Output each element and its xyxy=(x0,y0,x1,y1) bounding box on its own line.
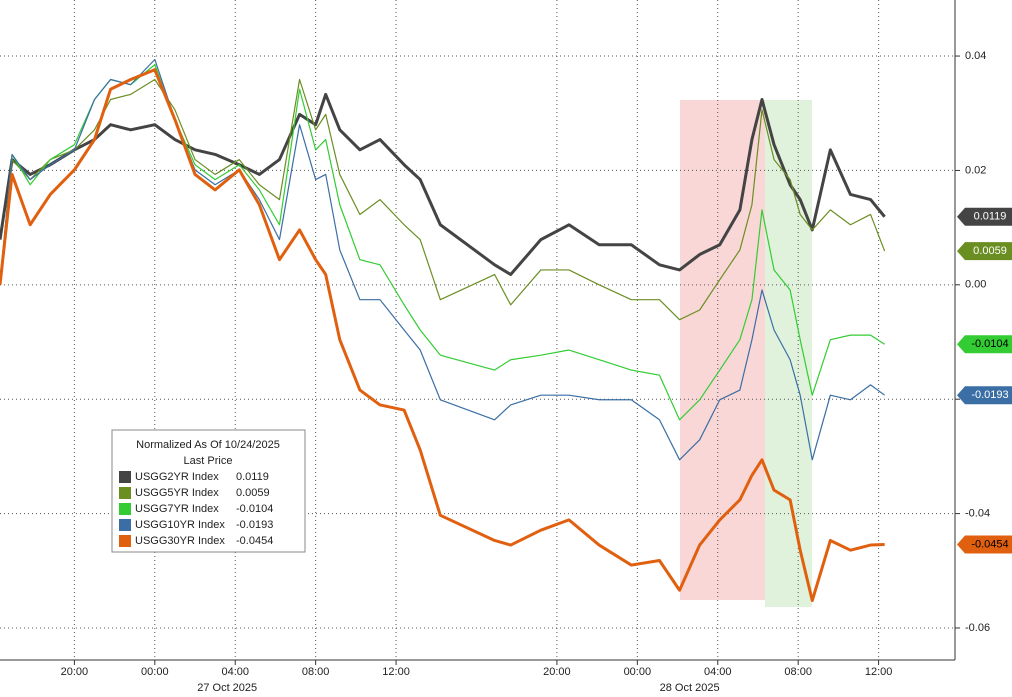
x-tick-label: 04:00 xyxy=(221,666,249,678)
x-tick-label: 12:00 xyxy=(382,666,410,678)
value-tag xyxy=(957,335,1012,354)
legend-label: USGG2YR Index xyxy=(135,471,219,483)
legend-box xyxy=(111,429,306,553)
value-tag-label: -0.0193 xyxy=(971,389,1008,401)
series-line xyxy=(0,68,885,603)
value-tag xyxy=(957,386,1012,405)
legend-swatch xyxy=(119,503,131,515)
legend-value: 0.0059 xyxy=(236,487,270,499)
value-tag xyxy=(957,242,1012,261)
legend-value: 0.0119 xyxy=(236,471,269,483)
x-tick-label: 20:00 xyxy=(61,666,89,678)
y-tick-label: 0.00 xyxy=(965,279,986,291)
legend-label: USGG5YR Index xyxy=(135,487,219,499)
legend-title: Normalized As Of 10/24/2025 xyxy=(136,439,280,451)
value-tag-label: -0.0104 xyxy=(971,338,1008,350)
y-tick-label: -0.06 xyxy=(965,622,990,634)
date-label: 28 Oct 2025 xyxy=(660,682,720,694)
legend-swatch xyxy=(119,535,131,547)
legend-label: USGG30YR Index xyxy=(135,535,225,547)
legend-value: -0.0193 xyxy=(236,519,273,531)
value-tag xyxy=(957,535,1012,554)
x-tick-label: 00:00 xyxy=(141,666,169,678)
y-tick-label: -0.04 xyxy=(965,507,990,519)
legend-subtitle: Last Price xyxy=(184,455,233,467)
red-highlight xyxy=(680,100,765,600)
series-line xyxy=(0,92,886,277)
value-tag-label: 0.0119 xyxy=(974,211,1007,223)
value-tag xyxy=(957,207,1012,226)
legend-swatch xyxy=(119,487,131,499)
legend-label: USGG10YR Index xyxy=(135,519,225,531)
legend-swatch xyxy=(119,471,131,483)
date-label: 27 Oct 2025 xyxy=(197,682,257,694)
x-tick-label: 12:00 xyxy=(865,666,893,678)
y-tick-label: 0.02 xyxy=(965,164,986,176)
legend-label: USGG7YR Index xyxy=(135,503,219,515)
value-tag-label: -0.0454 xyxy=(971,538,1008,550)
x-tick-label: 20:00 xyxy=(543,666,571,678)
legend-value: -0.0454 xyxy=(236,535,273,547)
x-tick-label: 00:00 xyxy=(624,666,652,678)
legend-swatch xyxy=(119,519,131,531)
y-tick-label: 0.04 xyxy=(965,50,986,62)
value-tag-label: 0.0059 xyxy=(973,245,1007,257)
series-line xyxy=(0,78,886,321)
x-tick-label: 04:00 xyxy=(704,666,732,678)
green-highlight xyxy=(765,100,812,607)
x-tick-label: 08:00 xyxy=(302,666,330,678)
series-line xyxy=(0,64,885,421)
legend-value: -0.0104 xyxy=(236,503,273,515)
x-tick-label: 08:00 xyxy=(784,666,812,678)
